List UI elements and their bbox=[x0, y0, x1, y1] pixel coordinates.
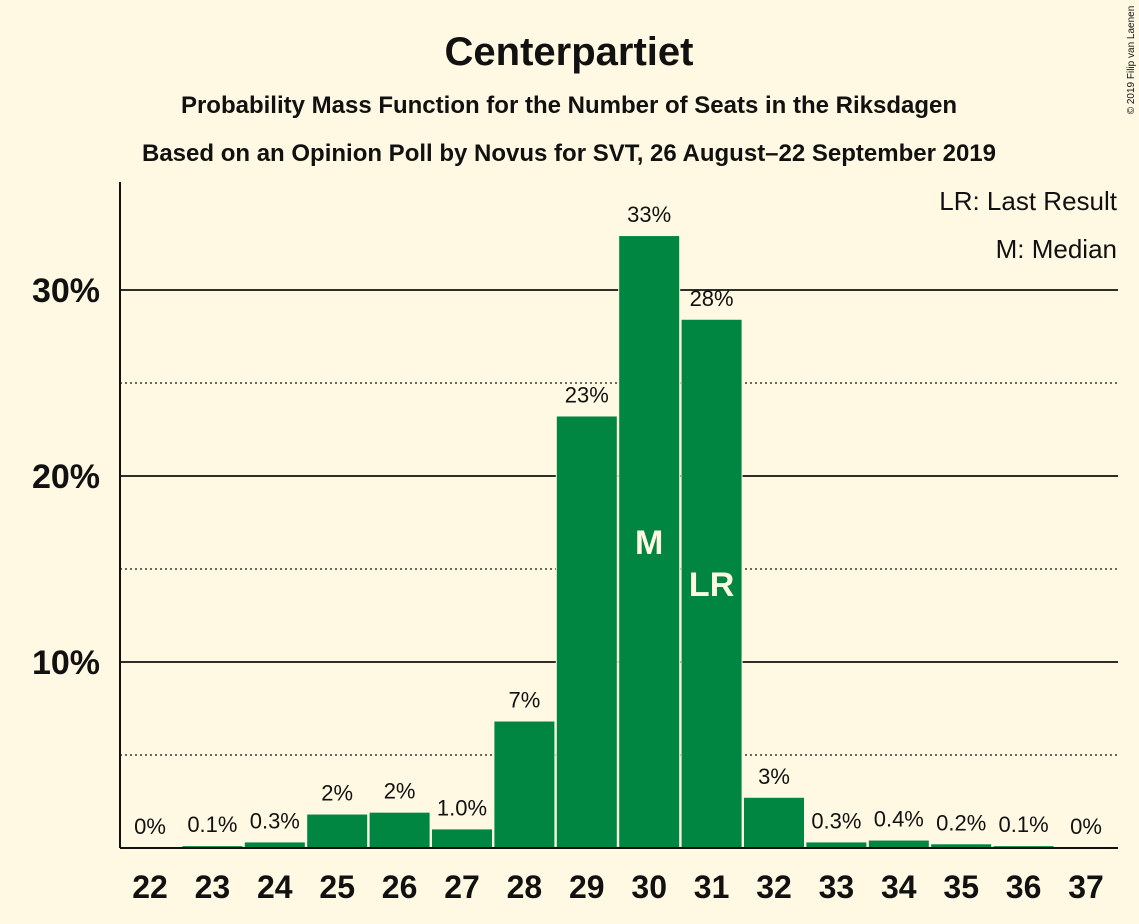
bar-33 bbox=[806, 842, 867, 848]
y-tick-10: 10% bbox=[32, 644, 100, 682]
bar-27 bbox=[432, 829, 492, 848]
x-tick-29: 29 bbox=[569, 869, 605, 905]
y-tick-30: 30% bbox=[32, 272, 100, 310]
x-tick-22: 22 bbox=[132, 869, 168, 905]
data-label-24: 0.3% bbox=[250, 808, 300, 833]
data-label-27: 1.0% bbox=[437, 795, 487, 820]
data-label-29: 23% bbox=[565, 382, 609, 407]
x-tick-32: 32 bbox=[756, 869, 792, 905]
x-tick-35: 35 bbox=[943, 869, 979, 905]
bar-29 bbox=[556, 416, 617, 848]
x-tick-37: 37 bbox=[1068, 869, 1104, 905]
bars bbox=[181, 234, 1055, 848]
bar-31 bbox=[681, 319, 742, 848]
x-tick-34: 34 bbox=[881, 869, 917, 905]
x-tick-33: 33 bbox=[819, 869, 855, 905]
chart-subtitle-poll: Based on an Opinion Poll by Novus for SV… bbox=[142, 140, 996, 167]
bar-34 bbox=[868, 840, 929, 848]
data-label-34: 0.4% bbox=[874, 807, 924, 832]
data-label-25: 2% bbox=[321, 781, 353, 806]
x-tick-25: 25 bbox=[319, 869, 355, 905]
data-label-26: 2% bbox=[384, 779, 416, 804]
y-axis-ticks: 10% 20% 30% bbox=[32, 272, 100, 682]
x-tick-28: 28 bbox=[507, 869, 543, 905]
bar-28 bbox=[494, 721, 555, 848]
bar-35 bbox=[931, 844, 992, 848]
x-tick-23: 23 bbox=[195, 869, 231, 905]
data-label-33: 0.3% bbox=[811, 808, 861, 833]
marker-m: M bbox=[635, 524, 663, 562]
y-tick-20: 20% bbox=[32, 458, 100, 496]
data-label-32: 3% bbox=[758, 764, 790, 789]
data-label-35: 0.2% bbox=[936, 810, 986, 835]
bar-30 bbox=[619, 236, 680, 848]
x-tick-30: 30 bbox=[631, 869, 667, 905]
bar-gap bbox=[181, 844, 244, 848]
bar-labels: 0% 0.1% 0.3% 2% 2% 1.0% 7% 23% 33% 28% 3% 0.3% 0.4% 0… bbox=[134, 202, 1102, 839]
bar-26 bbox=[369, 812, 430, 848]
data-label-28: 7% bbox=[509, 688, 541, 713]
x-tick-24: 24 bbox=[257, 869, 293, 905]
data-label-23: 0.1% bbox=[187, 812, 237, 837]
bar-24 bbox=[244, 842, 305, 848]
x-axis-ticks: 22 23 24 25 26 27 28 29 30 31 32 33 34 35 36 37 bbox=[132, 869, 1104, 905]
data-label-22: 0% bbox=[134, 814, 166, 839]
x-tick-27: 27 bbox=[444, 869, 480, 905]
bar-32 bbox=[744, 797, 804, 848]
marker-lr: LR bbox=[689, 566, 734, 604]
bar-gap bbox=[992, 844, 1055, 848]
chart-subtitle: Probability Mass Function for the Number… bbox=[181, 92, 957, 119]
chart-title: Centerpartiet bbox=[445, 30, 694, 74]
data-label-37: 0% bbox=[1070, 814, 1102, 839]
data-label-36: 0.1% bbox=[999, 812, 1049, 837]
bar-markers: M LR bbox=[635, 524, 734, 604]
bar-25 bbox=[307, 814, 368, 848]
x-tick-31: 31 bbox=[694, 869, 730, 905]
x-tick-36: 36 bbox=[1006, 869, 1042, 905]
legend-last-result: LR: Last Result bbox=[939, 186, 1118, 216]
data-label-30: 33% bbox=[627, 202, 671, 227]
copyright-notice: © 2019 Filip van Laenen bbox=[1126, 6, 1137, 115]
x-tick-26: 26 bbox=[382, 869, 418, 905]
legend-median: M: Median bbox=[996, 234, 1117, 264]
data-label-31: 28% bbox=[690, 286, 734, 311]
